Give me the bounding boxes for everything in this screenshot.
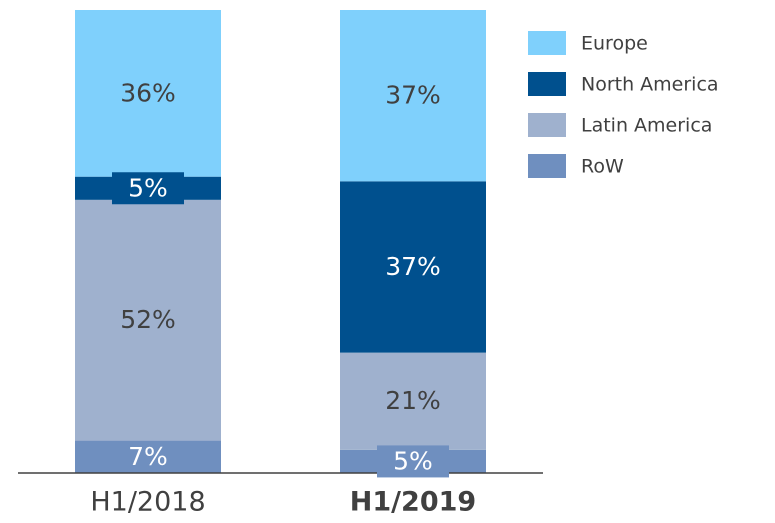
value-label: 37% [385, 81, 441, 110]
value-label: 37% [385, 252, 441, 281]
value-label: 5% [393, 446, 433, 475]
x-tick-label: H1/2019 [350, 487, 476, 518]
label-box [112, 172, 184, 205]
legend-label: Europe [581, 33, 648, 55]
legend-label: RoW [581, 156, 624, 178]
value-label: 5% [128, 173, 168, 202]
bar-segment [75, 199, 221, 441]
value-label: 7% [128, 442, 168, 471]
legend-swatch [528, 113, 566, 137]
value-label: 21% [385, 386, 441, 415]
legend-label: Latin America [581, 115, 712, 137]
legend-swatch [528, 31, 566, 55]
value-label: 36% [120, 78, 176, 107]
bar-segment [340, 352, 486, 450]
label-box [377, 445, 449, 478]
bar-segment [340, 181, 486, 353]
legend-swatch [528, 154, 566, 178]
legend-label: North America [581, 74, 719, 96]
value-label: 52% [120, 305, 176, 334]
bar-segment [75, 440, 221, 473]
x-tick-label: H1/2018 [90, 487, 205, 518]
bar-segment [340, 10, 486, 182]
legend-swatch [528, 72, 566, 96]
bar-segment [75, 10, 221, 177]
